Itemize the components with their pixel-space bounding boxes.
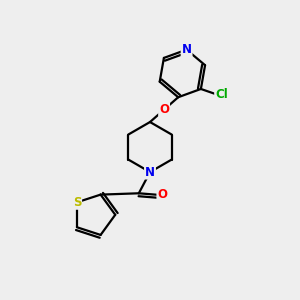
Text: N: N — [145, 166, 155, 178]
Text: O: O — [158, 188, 167, 201]
Text: S: S — [73, 196, 81, 209]
Text: O: O — [159, 103, 169, 116]
Text: N: N — [182, 43, 192, 56]
Text: Cl: Cl — [215, 88, 228, 101]
